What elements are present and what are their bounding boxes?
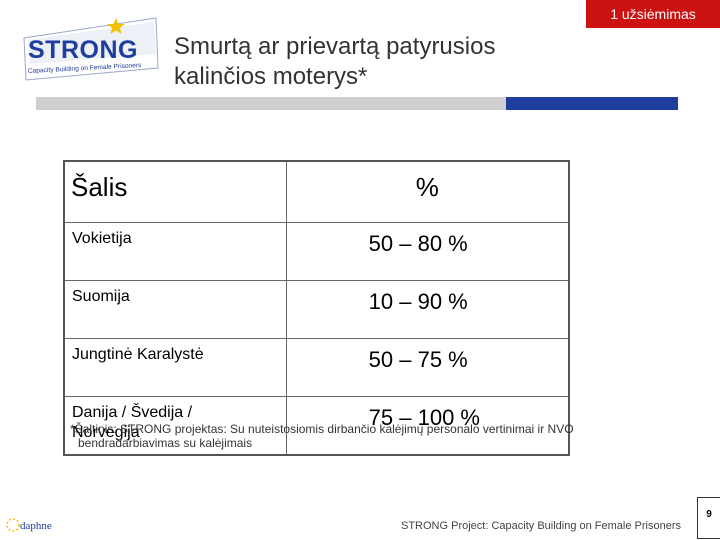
divider-blue [506,97,678,110]
country-name: Jungtinė Karalystė [72,346,204,363]
source-line-2: bendradarbiavimas su kalėjimais [78,436,253,450]
section-badge: 1 užsiėmimas [586,0,720,28]
daphne-logo-text: daphne [20,520,52,532]
country-name: Suomija [72,288,130,305]
title-line-2: kalinčios moterys* [174,63,368,90]
title-divider [36,97,678,110]
country-cell: Suomija [63,280,287,339]
strong-logo: STRONG Capacity Building on Female Priso… [23,17,159,81]
country-cell: Vokietija [63,222,287,281]
column-header-percent: % [285,160,570,223]
table-row: Suomija 10 – 90 % [63,280,570,339]
country-name: Vokietija [72,230,132,247]
logo-word: STRONG [28,36,138,64]
column-header-country: Šalis [63,160,287,223]
page-number: 9 [697,497,720,539]
source-line-1: *Šaltinis: STRONG projektas: Su nuteisto… [70,422,574,436]
country-cell: Danija / Švedija / Norvegija [63,396,287,456]
table-header-row: Šalis % [63,160,570,223]
range-cell: 50 – 75 % [285,338,570,397]
daphne-logo: daphne [6,518,52,532]
title-line-1: Smurtą ar prievartą patyrusios [174,33,496,60]
table-row: Jungtinė Karalystė 50 – 75 % [63,338,570,397]
country-cell: Jungtinė Karalystė [63,338,287,397]
country-name: Danija / Švedija / [72,404,193,421]
country-name-cont: Norvegija [72,424,140,441]
table-row: Danija / Švedija / Norvegija 75 – 100 % [63,396,570,456]
range-cell: 10 – 90 % [285,280,570,339]
range-cell: 75 – 100 % [285,396,570,456]
footer-project: STRONG Project: Capacity Building on Fem… [401,520,681,532]
violence-table: Šalis % Vokietija 50 – 80 % Suomija 10 –… [63,160,570,456]
star-icon [107,18,125,34]
table-row: Vokietija 50 – 80 % [63,222,570,281]
daphne-star-icon [6,518,20,532]
source-note: *Šaltinis: STRONG projektas: Su nuteisto… [70,422,590,450]
range-cell: 50 – 80 % [285,222,570,281]
divider-grey [36,97,506,110]
page-title: Smurtą ar prievartą patyrusios kalinčios… [174,32,594,92]
